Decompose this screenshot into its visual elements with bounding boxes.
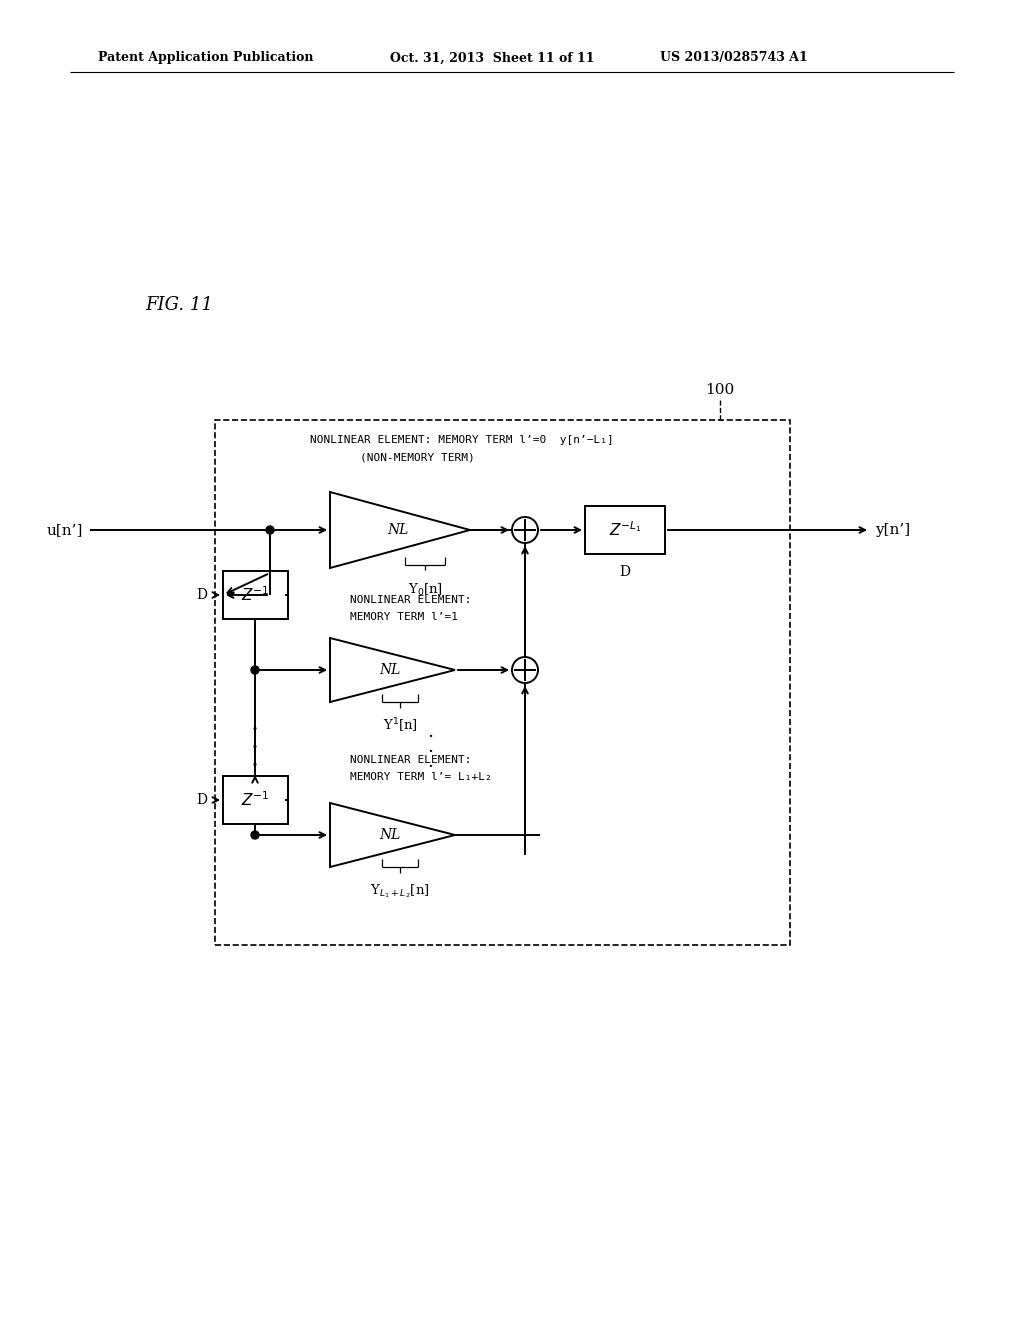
Text: MEMORY TERM l’= L₁+L₂: MEMORY TERM l’= L₁+L₂ — [350, 772, 492, 781]
Text: $Z^{-1}$: $Z^{-1}$ — [241, 791, 269, 809]
Text: D: D — [196, 587, 207, 602]
Text: NONLINEAR ELEMENT:: NONLINEAR ELEMENT: — [350, 595, 471, 605]
Text: ·: · — [427, 758, 433, 776]
Text: ·: · — [251, 755, 259, 777]
Circle shape — [266, 525, 274, 535]
Text: u[n’]: u[n’] — [47, 523, 83, 537]
Text: ·: · — [427, 729, 433, 746]
Text: ·: · — [251, 737, 259, 759]
Circle shape — [251, 832, 259, 840]
Text: ·: · — [427, 743, 433, 762]
Circle shape — [251, 667, 259, 675]
Text: Oct. 31, 2013  Sheet 11 of 11: Oct. 31, 2013 Sheet 11 of 11 — [390, 51, 595, 65]
Text: D: D — [196, 793, 207, 807]
Text: NONLINEAR ELEMENT: MEMORY TERM l’=0  y[n’−L₁]: NONLINEAR ELEMENT: MEMORY TERM l’=0 y[n’… — [310, 436, 613, 445]
Bar — [215, 420, 790, 945]
Text: Y$_0$[n]: Y$_0$[n] — [408, 582, 442, 598]
Text: Patent Application Publication: Patent Application Publication — [98, 51, 313, 65]
Polygon shape — [330, 638, 455, 702]
Text: MEMORY TERM l’=1: MEMORY TERM l’=1 — [350, 612, 458, 622]
Text: y[n’]: y[n’] — [874, 523, 910, 537]
Text: ·: · — [251, 718, 259, 742]
Text: NL: NL — [387, 523, 409, 537]
Bar — [223, 572, 288, 619]
Polygon shape — [330, 803, 455, 867]
Text: (NON-MEMORY TERM): (NON-MEMORY TERM) — [360, 453, 475, 463]
Text: NL: NL — [379, 663, 400, 677]
Bar — [223, 776, 288, 824]
Text: D: D — [620, 565, 631, 579]
Bar — [585, 506, 665, 554]
Text: $Z^{-L_1}$: $Z^{-L_1}$ — [608, 520, 641, 540]
Text: $Z^{-1}$: $Z^{-1}$ — [241, 586, 269, 605]
Text: FIG. 11: FIG. 11 — [145, 296, 213, 314]
Polygon shape — [330, 492, 470, 568]
Text: Y$^1$[n]: Y$^1$[n] — [383, 717, 418, 735]
Text: NL: NL — [379, 828, 400, 842]
Text: 100: 100 — [706, 383, 734, 397]
Text: US 2013/0285743 A1: US 2013/0285743 A1 — [660, 51, 808, 65]
Text: NONLINEAR ELEMENT:: NONLINEAR ELEMENT: — [350, 755, 471, 766]
Text: Y$_{L_1+L_2}$[n]: Y$_{L_1+L_2}$[n] — [371, 882, 430, 899]
